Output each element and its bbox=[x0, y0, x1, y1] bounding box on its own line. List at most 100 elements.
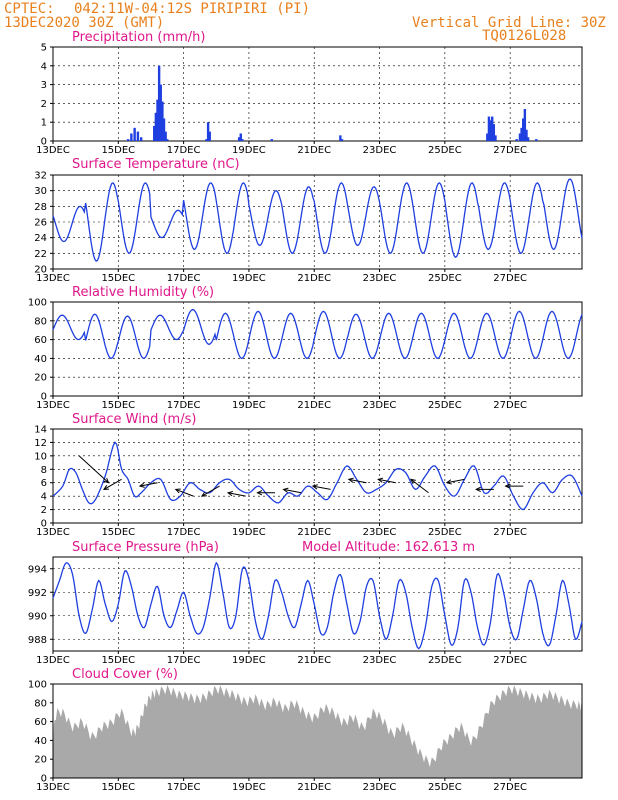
pres-xtick-label: 15DEC bbox=[101, 655, 135, 666]
temp-xtick-label: 23DEC bbox=[363, 273, 397, 284]
cloud-xtick-label: 27DEC bbox=[493, 782, 527, 793]
wind-arrow-head bbox=[445, 479, 452, 485]
precip-bar bbox=[126, 139, 130, 141]
precip-bar bbox=[492, 124, 496, 141]
precip-bar bbox=[487, 116, 491, 141]
precip-xtick-label: 19DEC bbox=[232, 145, 266, 156]
wind-xtick-label: 13DEC bbox=[36, 527, 70, 538]
precipitation-title: Precipitation (mm/h) bbox=[72, 30, 205, 45]
wind-arrow-head bbox=[282, 487, 289, 493]
wind-xtick-label: 23DEC bbox=[363, 527, 397, 538]
wind-ytick-label: 2 bbox=[41, 505, 47, 516]
temp-xtick-label: 17DEC bbox=[167, 273, 201, 284]
wind-arrow-head bbox=[377, 477, 384, 483]
pres-xtick-label: 27DEC bbox=[493, 655, 527, 666]
wind-arrow-head bbox=[256, 490, 263, 496]
rh-xtick-label: 23DEC bbox=[363, 400, 397, 411]
header-location: 042:11W-04:12S PIRIPIRI (PI) bbox=[74, 1, 310, 17]
cloud-frame-top bbox=[52, 683, 583, 779]
precip-xtick-label: 25DEC bbox=[428, 145, 462, 156]
precip-bar bbox=[166, 139, 169, 141]
precip-ytick-label: 4 bbox=[41, 61, 47, 72]
wind-arrow-head bbox=[475, 486, 481, 493]
pres-xtick-label: 21DEC bbox=[297, 655, 331, 666]
precip-bar bbox=[525, 129, 528, 141]
precip-bar bbox=[535, 139, 538, 141]
precip-bar bbox=[520, 127, 523, 141]
precip-bar bbox=[515, 139, 518, 141]
pres-ytick-label: 994 bbox=[28, 564, 47, 575]
precip-bar bbox=[154, 112, 158, 141]
rh-ytick-label: 0 bbox=[41, 392, 47, 403]
cloud-ytick-label: 0 bbox=[41, 774, 47, 785]
temp-xtick-label: 19DEC bbox=[232, 273, 266, 284]
wind-arrow-head bbox=[103, 477, 110, 484]
rh-xtick-label: 19DEC bbox=[232, 400, 266, 411]
precip-bar bbox=[523, 109, 527, 141]
cloud-xtick-label: 23DEC bbox=[363, 782, 397, 793]
precip-ytick-label: 5 bbox=[41, 43, 47, 54]
humidity-line bbox=[52, 308, 583, 359]
precip-bar bbox=[206, 122, 210, 141]
wind-arrow-head bbox=[226, 491, 233, 497]
wind-arrow bbox=[78, 455, 109, 484]
precip-bar bbox=[133, 127, 136, 141]
wind-title: Surface Wind (m/s) bbox=[72, 412, 196, 427]
wind-xtick-label: 17DEC bbox=[167, 527, 201, 538]
pres-ytick-label: 990 bbox=[28, 611, 47, 622]
temperature-line bbox=[52, 178, 583, 262]
wind-ytick-label: 14 bbox=[34, 425, 47, 436]
temp-ytick-label: 26 bbox=[34, 218, 47, 229]
header-source: CPTEC: bbox=[4, 1, 55, 17]
rh-frame bbox=[52, 301, 583, 397]
wind-arrow-head bbox=[138, 482, 145, 488]
precip-bar bbox=[489, 120, 492, 141]
humidity-title: Relative Humidity (%) bbox=[72, 285, 214, 300]
pressure-title: Surface Pressure (hPa) bbox=[72, 540, 219, 555]
precip-bar bbox=[205, 139, 208, 141]
precip-xtick-label: 13DEC bbox=[36, 145, 70, 156]
temp-xtick-label: 13DEC bbox=[36, 273, 70, 284]
precip-xtick-label: 27DEC bbox=[493, 145, 527, 156]
precip-bar bbox=[340, 139, 344, 141]
pressure-line bbox=[52, 561, 583, 650]
precip-bar bbox=[156, 99, 159, 141]
wind-ytick-label: 8 bbox=[41, 465, 47, 476]
precip-frame bbox=[52, 46, 583, 142]
temp-ytick-label: 32 bbox=[34, 171, 47, 182]
cloud-cover-panel: Cloud Cover (%) 13DEC 15DEC 17DEC 19DEC 21DE… bbox=[28, 667, 583, 793]
precip-bar bbox=[157, 65, 161, 141]
temp-xtick-label: 15DEC bbox=[101, 273, 135, 284]
precip-bar bbox=[339, 135, 342, 141]
pres-xtick-label: 25DEC bbox=[428, 655, 462, 666]
precip-bar bbox=[486, 133, 489, 141]
rh-xtick-label: 13DEC bbox=[36, 400, 70, 411]
pres-ytick-label: 988 bbox=[28, 635, 47, 646]
rh-xtick-label: 17DEC bbox=[167, 400, 201, 411]
precip-bar bbox=[494, 135, 497, 141]
wind-xtick-label: 15DEC bbox=[101, 527, 135, 538]
wind-arrow bbox=[103, 478, 122, 490]
wind-ytick-label: 6 bbox=[41, 478, 47, 489]
temperature-title: Surface Temperature (nC) bbox=[72, 157, 240, 172]
pres-xtick-label: 19DEC bbox=[232, 655, 266, 666]
cloud-xtick-label: 21DEC bbox=[297, 782, 331, 793]
precip-bar bbox=[153, 125, 156, 141]
wind-arrow bbox=[348, 478, 367, 484]
rh-xtick-label: 15DEC bbox=[101, 400, 135, 411]
pres-frame bbox=[52, 556, 583, 652]
cloud-cover-title: Cloud Cover (%) bbox=[72, 667, 178, 682]
header-grid-note: Vertical Grid Line: 30Z bbox=[412, 15, 606, 31]
model-altitude-label: Model Altitude: 162.613 m bbox=[302, 540, 475, 555]
precip-bar bbox=[518, 133, 522, 141]
wind-arrow bbox=[378, 478, 396, 484]
precip-bar bbox=[522, 118, 525, 141]
cloud-xtick-label: 13DEC bbox=[36, 782, 70, 793]
wind-frame bbox=[52, 428, 583, 524]
precipitation-panel: Precipitation (mm/h) 13DEC 15DEC 17DEC 19DE… bbox=[36, 30, 583, 156]
temp-ytick-label: 22 bbox=[34, 249, 47, 260]
rh-ytick-label: 40 bbox=[34, 354, 47, 365]
wind-arrow-head bbox=[174, 488, 181, 494]
precip-xtick-label: 21DEC bbox=[297, 145, 331, 156]
